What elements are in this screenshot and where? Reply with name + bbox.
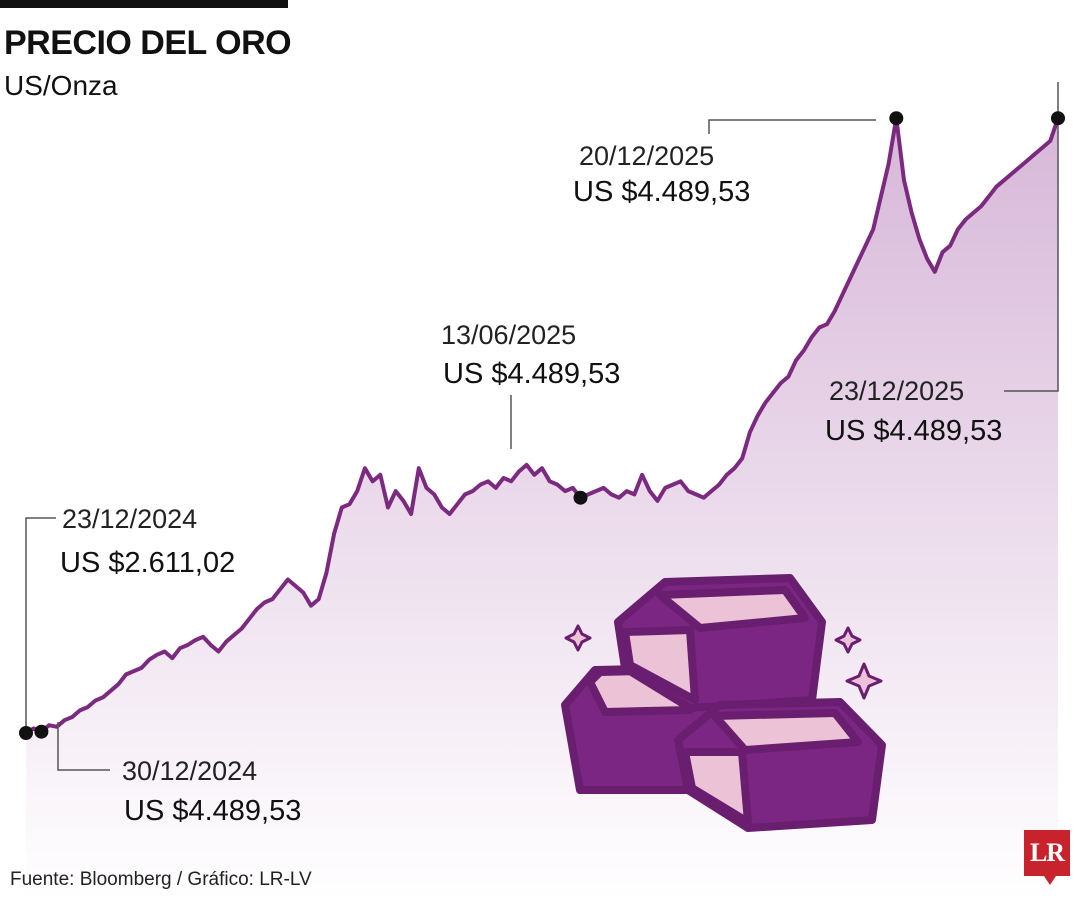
top-rule xyxy=(0,0,288,8)
lr-logo: LR xyxy=(1024,830,1070,876)
annotation-value-second: US $4.489,53 xyxy=(124,795,301,827)
annotation-date-mid: 13/06/2025 xyxy=(441,320,576,350)
marker-peak xyxy=(889,111,904,126)
marker-start xyxy=(19,726,33,740)
annotation-date-end: 23/12/2025 xyxy=(829,376,964,406)
marker-end xyxy=(1051,111,1065,126)
source-credit: Fuente: Bloomberg / Gráfico: LR-LV xyxy=(10,869,312,890)
annotation-date-second: 30/12/2024 xyxy=(122,756,257,786)
annotation-value-start: US $2.611,02 xyxy=(60,547,235,579)
leader-line-peak xyxy=(708,119,876,134)
leader-line-end xyxy=(1004,82,1059,392)
annotation-value-end: US $4.489,53 xyxy=(825,415,1002,447)
sparkle-icons xyxy=(564,624,883,700)
leader-line-second xyxy=(57,722,110,771)
gold-ingots-icon xyxy=(561,574,886,832)
chart-unit-subtitle: US/Onza xyxy=(4,70,118,101)
marker-second xyxy=(34,724,49,739)
leader-line-start xyxy=(25,517,56,733)
price-line xyxy=(24,116,1060,735)
annotation-value-mid: US $4.489,53 xyxy=(443,358,620,390)
annotation-date-peak: 20/12/2025 xyxy=(579,141,714,171)
lr-logo-tail xyxy=(1044,876,1056,885)
marker-mid xyxy=(573,490,588,505)
chart-title: PRECIO DEL ORO xyxy=(4,24,292,62)
annotation-value-peak: US $4.489,53 xyxy=(573,176,750,208)
annotation-date-start: 23/12/2024 xyxy=(62,504,197,534)
